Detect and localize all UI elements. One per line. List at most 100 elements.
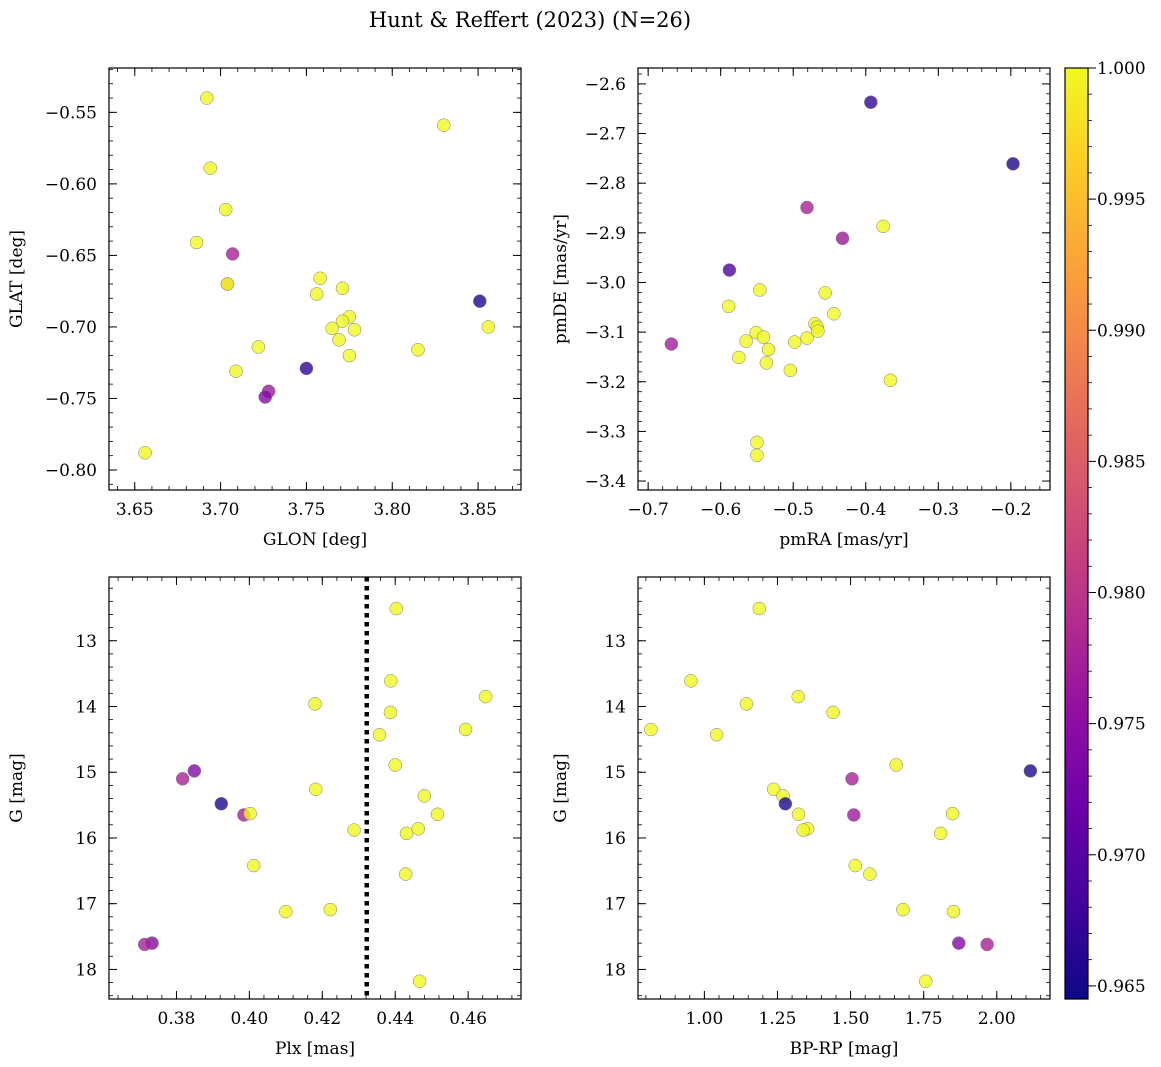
data-point (800, 331, 814, 345)
data-point (845, 772, 859, 786)
y-axis-label: G [mag] (7, 753, 27, 822)
y-axis-label: GLAT [deg] (7, 230, 27, 328)
colorbar-tick-label: 0.995 (1097, 190, 1146, 210)
y-tick-label: 16 (75, 829, 97, 849)
data-point (347, 823, 361, 837)
x-tick-label: 3.85 (459, 500, 497, 520)
x-tick-label: 0.40 (230, 1009, 268, 1029)
data-point (753, 283, 767, 297)
data-point (335, 314, 350, 328)
data-point (437, 118, 451, 132)
x-tick-label: 0.46 (449, 1009, 487, 1029)
data-point (952, 936, 966, 950)
data-point (722, 263, 737, 277)
x-tick-label: −0.5 (773, 500, 814, 520)
data-point (309, 287, 324, 301)
data-point (759, 356, 774, 370)
data-point (347, 323, 362, 337)
data-point (335, 281, 350, 296)
data-point (189, 235, 204, 250)
y-tick-label: −0.60 (45, 175, 97, 195)
x-axis-label: BP-RP [mag] (790, 1039, 899, 1059)
data-point (325, 321, 339, 336)
data-point (918, 974, 933, 989)
colorbar-tick-label: 0.980 (1097, 584, 1146, 604)
data-point (478, 689, 493, 704)
x-tick-label: −0.2 (990, 500, 1031, 520)
axes-frame (637, 576, 1051, 1000)
colorbar-tick-label: 0.985 (1097, 452, 1146, 472)
data-point (203, 161, 218, 175)
data-point (818, 286, 832, 300)
data-point (246, 858, 261, 873)
data-point (430, 807, 445, 822)
data-point (218, 202, 233, 217)
y-tick-label: 14 (604, 697, 626, 717)
y-tick-label: 14 (75, 697, 97, 717)
y-tick-label: −3.3 (585, 422, 626, 442)
colorbar-tick-label: 1.000 (1097, 59, 1146, 79)
data-point (796, 823, 810, 837)
y-tick-label: 17 (75, 895, 97, 915)
data-point (946, 904, 961, 919)
data-point (847, 808, 861, 822)
data-point (876, 219, 890, 234)
x-axis-label: GLON [deg] (263, 530, 367, 550)
x-tick-label: 0.44 (376, 1009, 414, 1029)
data-point (761, 342, 776, 357)
data-point (214, 797, 229, 811)
data-point (980, 937, 994, 952)
y-tick-label: 16 (604, 829, 626, 849)
data-point (220, 277, 235, 291)
data-point (752, 601, 767, 616)
data-point (835, 231, 850, 246)
y-tick-label: 18 (604, 960, 626, 980)
y-tick-label: −0.55 (45, 103, 97, 123)
data-point (709, 728, 724, 742)
data-point (411, 822, 425, 836)
panel-pmra-pmde: −0.7 −0.6 −0.5 −0.4 −0.3 −0.2 −2.6 −2.7 −2.8 −2.9… (551, 67, 1051, 550)
data-point (800, 200, 814, 215)
data-point (883, 373, 898, 388)
x-tick-label: 3.65 (116, 500, 154, 520)
data-point (332, 333, 346, 347)
y-tick-label: −0.65 (45, 246, 97, 266)
data-point (299, 361, 314, 376)
x-tick-label: 3.80 (373, 500, 411, 520)
x-tick-label: 3.70 (202, 500, 240, 520)
data-point (389, 601, 404, 616)
data-point (1023, 764, 1038, 778)
data-point (384, 674, 398, 688)
data-point (864, 95, 878, 110)
data-point (458, 722, 473, 737)
axes-frame (108, 67, 522, 491)
y-tick-label: 15 (75, 763, 97, 783)
data-point (945, 806, 960, 821)
y-tick-label: 15 (604, 763, 626, 783)
x-tick-label: 1.25 (759, 1009, 797, 1029)
y-tick-label: −0.75 (45, 389, 97, 409)
x-tick-label: 2.00 (978, 1009, 1016, 1029)
panel-plx-g: 0.38 0.40 0.42 0.44 0.46 13 14 15 16 17 18 Plx [mas… (7, 576, 522, 1059)
y-tick-label: −2.7 (585, 125, 626, 145)
colorbar-tick-label: 0.965 (1097, 977, 1146, 997)
data-point (225, 247, 240, 261)
data-point (308, 782, 323, 797)
y-tick-label: 17 (604, 895, 626, 915)
y-tick-label: −3.1 (585, 323, 626, 343)
y-tick-label: −2.9 (585, 224, 626, 244)
colorbar: 0.965 0.970 0.975 0.980 0.985 0.990 0.995 1.000 (1064, 59, 1146, 1000)
data-point (664, 337, 679, 351)
data-point (750, 448, 764, 462)
data-point (778, 797, 793, 811)
data-point (417, 789, 432, 803)
data-point (811, 324, 825, 338)
data-point (1006, 157, 1020, 171)
data-point (644, 722, 658, 737)
x-tick-label: 1.50 (832, 1009, 870, 1029)
data-point (388, 758, 402, 772)
data-point (827, 307, 841, 321)
data-point (848, 858, 863, 873)
data-point (889, 758, 903, 772)
